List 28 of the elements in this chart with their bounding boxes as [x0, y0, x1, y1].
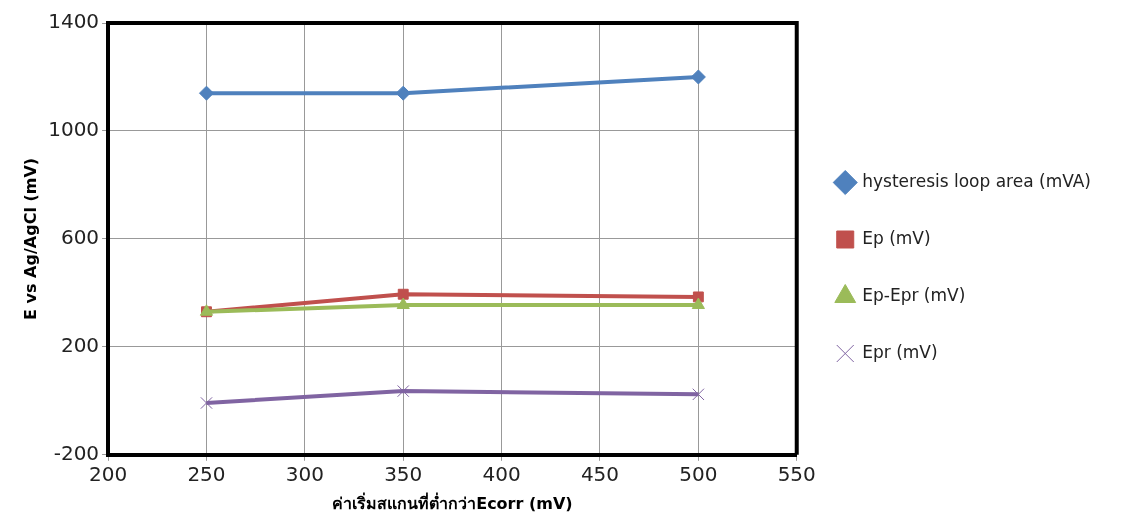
legend-label: Ep (mV) [862, 227, 931, 248]
x-tick-label: 450 [580, 462, 620, 486]
legend-label: Ep-Epr (mV) [862, 284, 966, 305]
x-tick-label: 500 [679, 462, 718, 486]
point [690, 69, 706, 85]
point [397, 384, 410, 398]
point [396, 297, 410, 310]
x-tick-label: 350 [384, 462, 423, 486]
point [395, 85, 411, 101]
legend-label: Epr (mV) [862, 341, 938, 362]
x-tick-label: 200 [89, 462, 128, 486]
point [691, 297, 705, 310]
x-axis-title: ค่าเริ่มสแกนที่ต่ำกว่าEcorr (mV) [332, 491, 573, 513]
legend-label: hysteresis loop area (mVA) [862, 170, 1091, 191]
y-tick-label: 1000 [48, 117, 100, 142]
y-tick-label: 600 [60, 225, 100, 250]
y-tick-label: -200 [53, 441, 100, 465]
point [692, 388, 705, 401]
x-tick-label: 300 [285, 462, 324, 486]
y-axis-title: E vs Ag/AgCl (mV) [20, 157, 40, 320]
y-tick-label: 1400 [48, 9, 100, 34]
point [397, 288, 409, 300]
point [200, 396, 213, 410]
x-tick-label: 400 [482, 462, 521, 486]
x-tick-label: 250 [187, 462, 226, 486]
x-tick-label: 550 [777, 462, 816, 486]
point [198, 85, 214, 101]
y-tick-label: 200 [60, 333, 100, 358]
